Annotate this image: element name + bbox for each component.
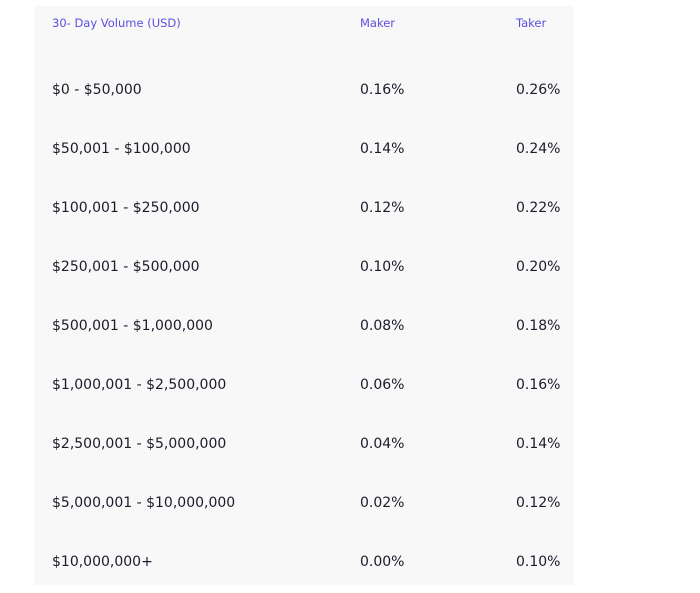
table-body: $0 - $50,000 0.16% 0.26% $50,001 - $100,…: [34, 62, 574, 593]
header-volume: 30- Day Volume (USD): [52, 16, 181, 30]
table-row: $250,001 - $500,000 0.10% 0.20%: [34, 239, 574, 298]
cell-maker: 0.00%: [360, 554, 405, 570]
table-row: $0 - $50,000 0.16% 0.26%: [34, 62, 574, 121]
table-row: $500,001 - $1,000,000 0.08% 0.18%: [34, 298, 574, 357]
cell-taker: 0.26%: [516, 82, 561, 98]
table-row: $1,000,001 - $2,500,000 0.06% 0.16%: [34, 357, 574, 416]
cell-taker: 0.22%: [516, 200, 561, 216]
table-header: 30- Day Volume (USD) Maker Taker: [34, 6, 574, 40]
cell-maker: 0.16%: [360, 82, 405, 98]
cell-taker: 0.20%: [516, 259, 561, 275]
cell-volume: $500,001 - $1,000,000: [52, 318, 213, 334]
cell-volume: $100,001 - $250,000: [52, 200, 200, 216]
cell-taker: 0.18%: [516, 318, 561, 334]
cell-maker: 0.06%: [360, 377, 405, 393]
cell-volume: $2,500,001 - $5,000,000: [52, 436, 227, 452]
cell-maker: 0.14%: [360, 141, 405, 157]
cell-volume: $5,000,001 - $10,000,000: [52, 495, 236, 511]
cell-volume: $0 - $50,000: [52, 82, 142, 98]
cell-taker: 0.16%: [516, 377, 561, 393]
table-row: $50,001 - $100,000 0.14% 0.24%: [34, 121, 574, 180]
cell-taker: 0.24%: [516, 141, 561, 157]
table-row: $100,001 - $250,000 0.12% 0.22%: [34, 180, 574, 239]
cell-volume: $1,000,001 - $2,500,000: [52, 377, 227, 393]
cell-taker: 0.14%: [516, 436, 561, 452]
cell-volume: $250,001 - $500,000: [52, 259, 200, 275]
cell-maker: 0.04%: [360, 436, 405, 452]
header-maker: Maker: [360, 16, 396, 30]
table-row: $2,500,001 - $5,000,000 0.04% 0.14%: [34, 416, 574, 475]
cell-maker: 0.08%: [360, 318, 405, 334]
cell-volume: $50,001 - $100,000: [52, 141, 191, 157]
cell-maker: 0.02%: [360, 495, 405, 511]
cell-volume: $10,000,000+: [52, 554, 153, 570]
fee-table: 30- Day Volume (USD) Maker Taker $0 - $5…: [34, 6, 574, 585]
table-row: $10,000,000+ 0.00% 0.10%: [34, 534, 574, 593]
table-row: $5,000,001 - $10,000,000 0.02% 0.12%: [34, 475, 574, 534]
cell-taker: 0.10%: [516, 554, 561, 570]
cell-maker: 0.12%: [360, 200, 405, 216]
header-taker: Taker: [516, 16, 547, 30]
cell-taker: 0.12%: [516, 495, 561, 511]
cell-maker: 0.10%: [360, 259, 405, 275]
